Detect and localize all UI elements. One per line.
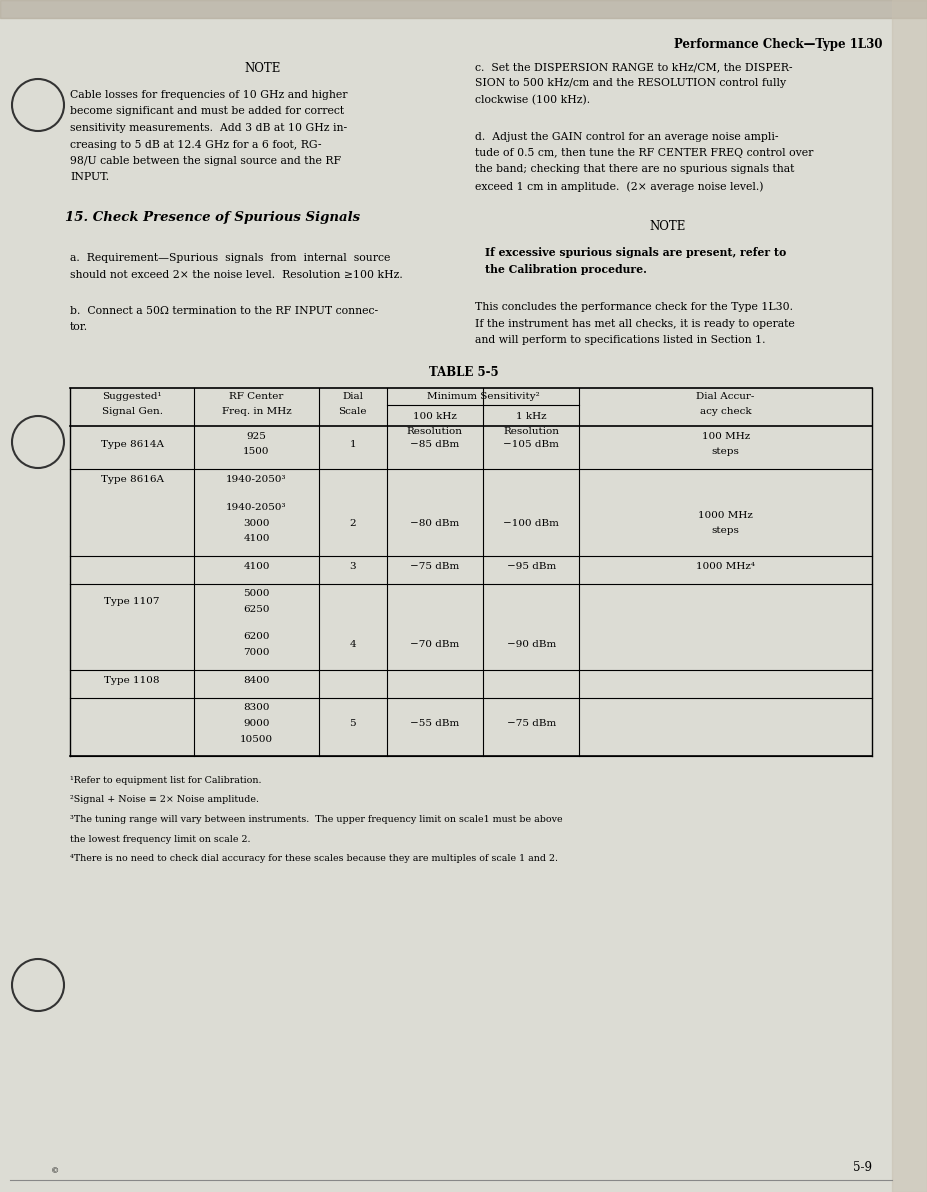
Text: 1: 1 [349,440,356,448]
Text: 925: 925 [247,432,266,441]
Text: b.  Connect a 50Ω termination to the RF INPUT connec-: b. Connect a 50Ω termination to the RF I… [70,306,378,316]
Text: 15. Check Presence of Spurious Signals: 15. Check Presence of Spurious Signals [65,211,360,224]
Text: 1940-2050³: 1940-2050³ [226,476,286,484]
Text: Type 1108: Type 1108 [105,676,159,684]
Text: −80 dBm: −80 dBm [411,519,460,528]
Text: −55 dBm: −55 dBm [411,719,460,728]
Text: exceed 1 cm in amplitude.  (2× average noise level.): exceed 1 cm in amplitude. (2× average no… [475,181,764,192]
Text: Suggested¹: Suggested¹ [102,392,162,401]
Text: 1500: 1500 [243,447,270,457]
Text: −100 dBm: −100 dBm [503,519,559,528]
Text: Type 1107: Type 1107 [105,597,159,607]
Text: 8300: 8300 [243,703,270,713]
Text: clockwise (100 kHz).: clockwise (100 kHz). [475,95,590,105]
Text: 7000: 7000 [243,648,270,657]
Text: 5000: 5000 [243,590,270,598]
Text: If the instrument has met all checks, it is ready to operate: If the instrument has met all checks, it… [475,319,794,329]
Text: −75 dBm: −75 dBm [506,719,556,728]
Text: Cable losses for frequencies of 10 GHz and higher: Cable losses for frequencies of 10 GHz a… [70,91,348,100]
Text: If excessive spurious signals are present, refer to: If excessive spurious signals are presen… [485,248,786,259]
Text: TABLE 5-5: TABLE 5-5 [428,366,499,379]
Text: Resolution: Resolution [503,428,559,436]
Text: ³The tuning range will vary between instruments.  The upper frequency limit on s: ³The tuning range will vary between inst… [70,815,563,824]
Text: 6200: 6200 [243,633,270,641]
Text: RF Center: RF Center [229,392,284,401]
Text: the lowest frequency limit on scale 2.: the lowest frequency limit on scale 2. [70,834,250,844]
Text: Performance Check—Type 1L30: Performance Check—Type 1L30 [674,38,882,51]
Text: creasing to 5 dB at 12.4 GHz for a 6 foot, RG-: creasing to 5 dB at 12.4 GHz for a 6 foo… [70,139,322,149]
Text: 4: 4 [349,640,356,650]
Text: ²Signal + Noise ≡ 2× Noise amplitude.: ²Signal + Noise ≡ 2× Noise amplitude. [70,795,259,805]
Text: a.  Requirement—Spurious  signals  from  internal  source: a. Requirement—Spurious signals from int… [70,253,390,263]
Text: 100 MHz: 100 MHz [702,432,750,441]
Text: acy check: acy check [700,408,752,416]
Text: 100 kHz: 100 kHz [413,412,457,421]
Text: Dial Accur-: Dial Accur- [696,392,755,401]
Text: tor.: tor. [70,323,88,333]
Text: 8400: 8400 [243,676,270,684]
Text: Freq. in MHz: Freq. in MHz [222,408,291,416]
Text: NOTE: NOTE [649,219,686,232]
Text: SION to 500 kHz/cm and the RESOLUTION control fully: SION to 500 kHz/cm and the RESOLUTION co… [475,79,786,88]
Text: Type 8614A: Type 8614A [101,440,164,448]
Text: Signal Gen.: Signal Gen. [102,408,162,416]
Text: steps: steps [712,526,740,535]
Text: ¹Refer to equipment list for Calibration.: ¹Refer to equipment list for Calibration… [70,776,261,786]
Text: 3: 3 [349,561,356,571]
Text: ⁴There is no need to check dial accuracy for these scales because they are multi: ⁴There is no need to check dial accuracy… [70,853,558,863]
Text: 1 kHz: 1 kHz [515,412,546,421]
Text: 4100: 4100 [243,561,270,571]
Text: −105 dBm: −105 dBm [503,440,559,448]
Text: d.  Adjust the GAIN control for an average noise ampli-: d. Adjust the GAIN control for an averag… [475,131,779,142]
Text: −95 dBm: −95 dBm [506,561,556,571]
Text: 1000 MHz⁴: 1000 MHz⁴ [696,561,756,571]
Text: tude of 0.5 cm, then tune the RF CENTER FREQ control over: tude of 0.5 cm, then tune the RF CENTER … [475,148,813,159]
Text: Resolution: Resolution [407,428,463,436]
Text: steps: steps [712,447,740,457]
Text: −90 dBm: −90 dBm [506,640,556,650]
Text: Minimum Sensitivity²: Minimum Sensitivity² [426,392,540,401]
Text: Type 8616A: Type 8616A [101,476,164,484]
Text: 1940-2050³: 1940-2050³ [226,503,286,513]
Text: 10500: 10500 [240,734,273,744]
Text: 5-9: 5-9 [853,1161,872,1174]
Text: the Calibration procedure.: the Calibration procedure. [485,263,647,275]
Text: 9000: 9000 [243,719,270,728]
Text: 4100: 4100 [243,534,270,544]
Text: NOTE: NOTE [245,62,281,75]
Text: This concludes the performance check for the Type 1L30.: This concludes the performance check for… [475,303,793,312]
Text: 98/U cable between the signal source and the RF: 98/U cable between the signal source and… [70,156,341,166]
Text: ©: © [51,1167,59,1175]
Text: should not exceed 2× the noise level.  Resolution ≥100 kHz.: should not exceed 2× the noise level. Re… [70,269,402,279]
Text: −75 dBm: −75 dBm [411,561,460,571]
Text: the band; checking that there are no spurious signals that: the band; checking that there are no spu… [475,164,794,174]
Text: 1000 MHz: 1000 MHz [698,510,753,520]
Text: c.  Set the DISPERSION RANGE to kHz/CM, the DISPER-: c. Set the DISPERSION RANGE to kHz/CM, t… [475,62,793,72]
Text: sensitivity measurements.  Add 3 dB at 10 GHz in-: sensitivity measurements. Add 3 dB at 10… [70,123,347,134]
Text: Scale: Scale [338,408,367,416]
Text: Dial: Dial [342,392,363,401]
Text: −85 dBm: −85 dBm [411,440,460,448]
Text: become significant and must be added for correct: become significant and must be added for… [70,106,344,117]
Text: 6250: 6250 [243,606,270,614]
Text: −70 dBm: −70 dBm [411,640,460,650]
Text: INPUT.: INPUT. [70,173,109,182]
Text: 3000: 3000 [243,519,270,528]
Text: 2: 2 [349,519,356,528]
Text: 5: 5 [349,719,356,728]
Text: and will perform to specifications listed in Section 1.: and will perform to specifications liste… [475,335,766,346]
